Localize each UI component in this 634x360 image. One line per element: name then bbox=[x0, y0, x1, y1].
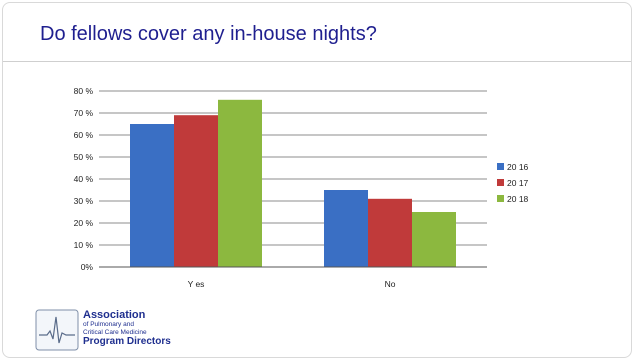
legend-label: 20 16 bbox=[507, 162, 529, 172]
bar bbox=[412, 212, 456, 267]
y-tick-label: 70 % bbox=[74, 108, 94, 118]
bar bbox=[218, 99, 262, 267]
logo-line-program-directors: Program Directors bbox=[83, 336, 171, 347]
bar bbox=[174, 115, 218, 267]
y-tick-label: 10 % bbox=[74, 240, 94, 250]
bar bbox=[130, 124, 174, 267]
logo-line-critical-care: Critical Care Medicine bbox=[83, 328, 147, 336]
legend-swatch bbox=[497, 163, 504, 170]
x-category-label: No bbox=[385, 279, 396, 289]
y-tick-label: 20 % bbox=[74, 218, 94, 228]
bar-chart: 0% 10 % 20 % 30 % 40 % 50 % 60 % 70 % 80 % Y es No… bbox=[74, 86, 529, 289]
y-tick-label: 40 % bbox=[74, 174, 94, 184]
title-divider bbox=[3, 61, 631, 62]
x-category-label: Y es bbox=[188, 279, 205, 289]
logo-line-association: Association bbox=[83, 309, 146, 321]
slide-title: Do fellows cover any in-house nights? bbox=[40, 23, 377, 45]
y-tick-label: 50 % bbox=[74, 152, 94, 162]
bar bbox=[368, 198, 412, 267]
y-tick-label: 0% bbox=[81, 262, 94, 272]
logo-line-pulmonary: of Pulmonary and bbox=[83, 321, 134, 328]
association-logo: Association of Pulmonary and Critical Ca… bbox=[35, 309, 205, 353]
y-tick-label: 60 % bbox=[74, 130, 94, 140]
ecg-waveform-icon bbox=[35, 309, 79, 351]
legend-swatch bbox=[497, 179, 504, 186]
bar bbox=[324, 190, 368, 267]
y-tick-label: 80 % bbox=[74, 86, 94, 96]
legend-label: 20 17 bbox=[507, 178, 529, 188]
legend-swatch bbox=[497, 195, 504, 202]
y-tick-label: 30 % bbox=[74, 196, 94, 206]
legend-label: 20 18 bbox=[507, 194, 529, 204]
